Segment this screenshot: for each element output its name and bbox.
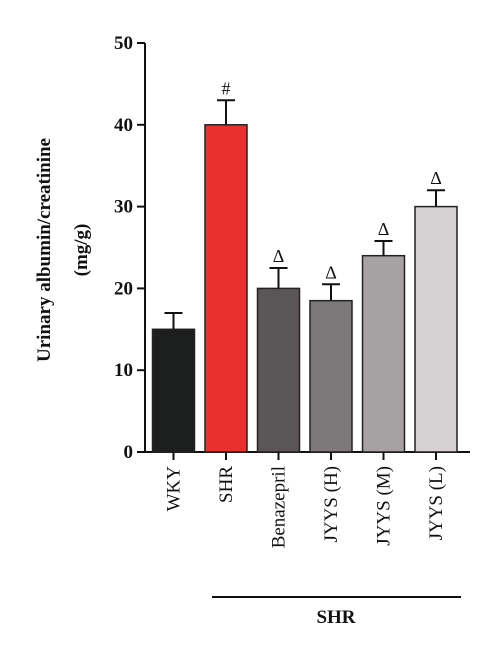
y-axis-label: Urinary albumin/creatinine (mg/g)	[34, 138, 92, 362]
x-tick-label: JYYS (L)	[426, 466, 447, 540]
significance-marker: #	[222, 78, 231, 98]
significance-marker: Δ	[430, 168, 442, 188]
y-tick-label: 30	[114, 197, 133, 218]
y-tick-label: 10	[114, 360, 133, 381]
y-axis-label-line2: (mg/g)	[71, 224, 92, 277]
significance-marker: Δ	[325, 262, 337, 282]
x-tick-label: SHR	[216, 466, 237, 503]
x-tick-label: JYYS (M)	[374, 466, 395, 546]
x-tick-label: Benazepril	[269, 466, 290, 548]
bar	[361, 254, 406, 453]
x-tick-label: WKY	[164, 466, 185, 512]
bar	[256, 287, 301, 453]
y-axis-label-line1: Urinary albumin/creatinine	[34, 138, 55, 362]
bar	[309, 299, 353, 453]
significance-marker: Δ	[378, 219, 390, 239]
bar	[414, 205, 458, 453]
y-tick-label: 20	[114, 278, 133, 299]
y-tick-label: 0	[124, 442, 134, 463]
bar	[204, 124, 248, 453]
y-tick-label: 50	[114, 33, 133, 54]
group-label: SHR	[316, 607, 355, 628]
y-tick-label: 40	[114, 115, 133, 136]
bar	[151, 328, 196, 453]
x-tick-label: JYYS (H)	[321, 466, 342, 543]
significance-marker: Δ	[273, 246, 285, 266]
